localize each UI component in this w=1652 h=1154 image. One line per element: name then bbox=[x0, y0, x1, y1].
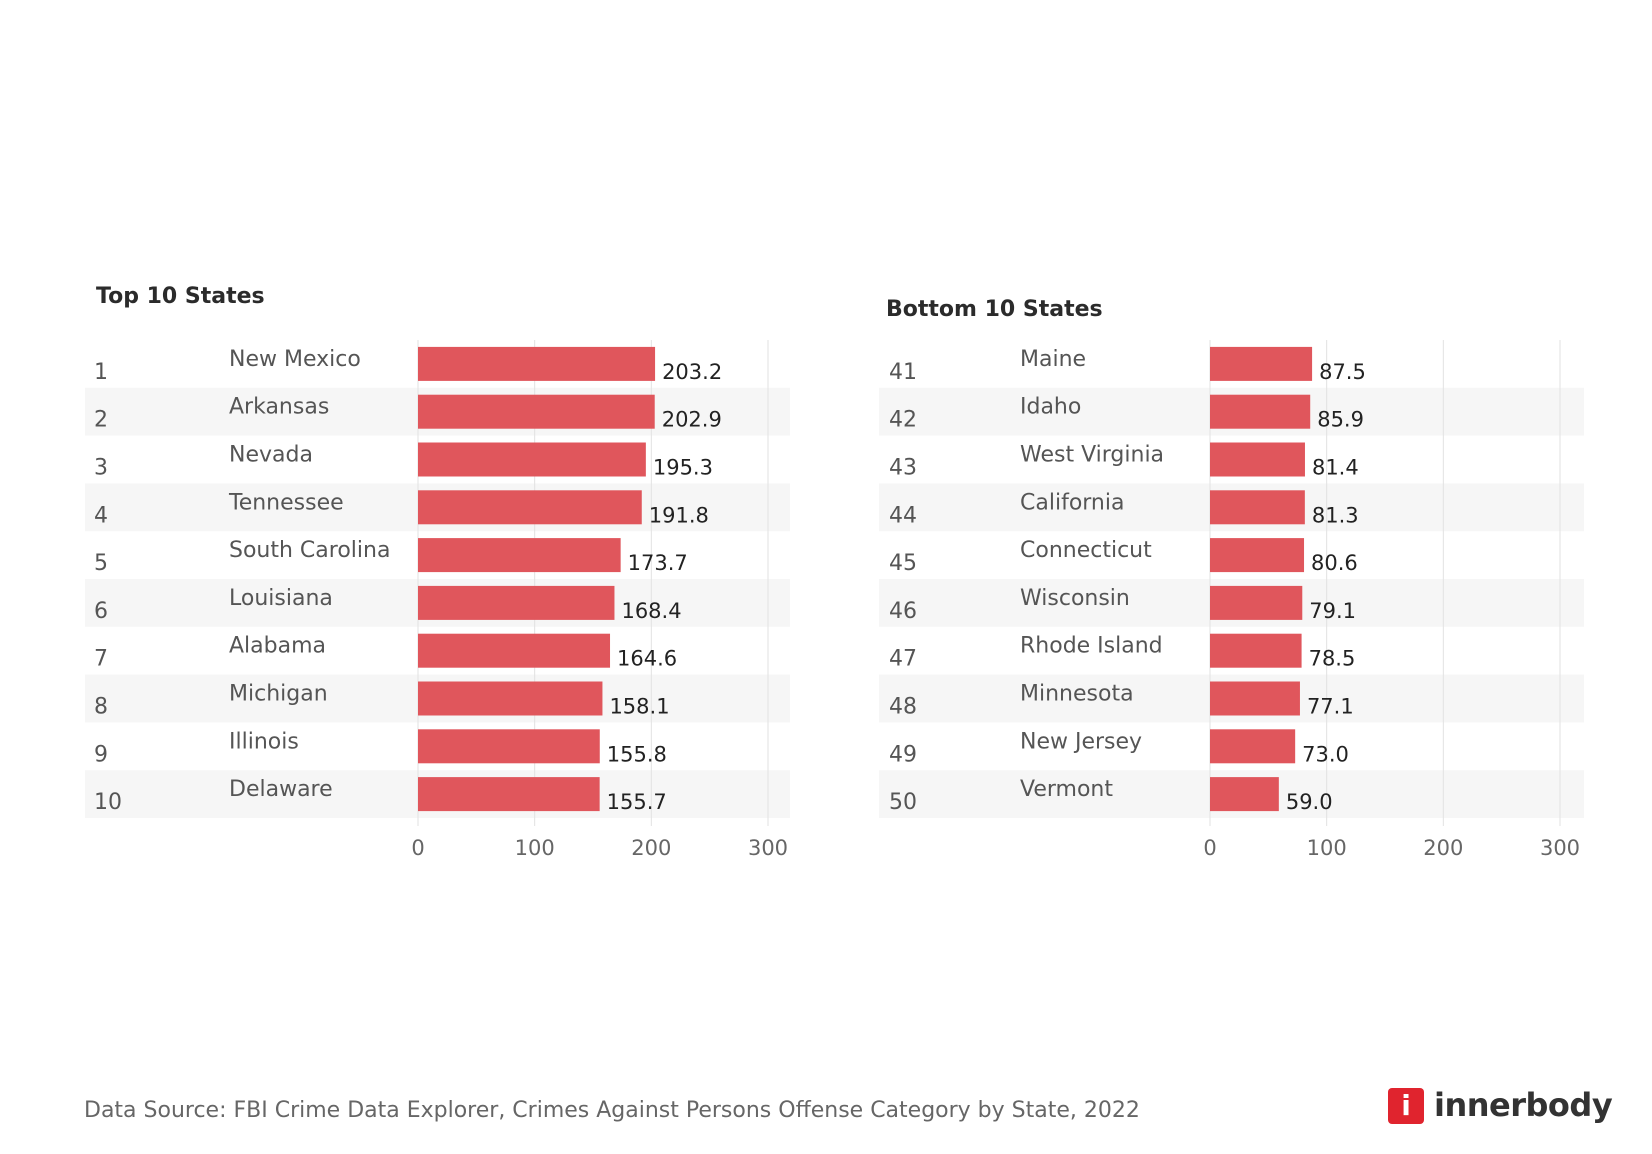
x-tick-label: 200 bbox=[1423, 836, 1463, 860]
bar bbox=[418, 585, 615, 620]
value-label: 195.3 bbox=[653, 456, 713, 480]
chart-title-top: Top 10 States bbox=[96, 284, 265, 309]
rank-label: 47 bbox=[889, 647, 917, 672]
bar bbox=[418, 394, 655, 429]
value-label: 73.0 bbox=[1302, 742, 1349, 766]
x-tick-label: 0 bbox=[411, 836, 424, 860]
bar bbox=[1210, 490, 1305, 525]
value-label: 202.9 bbox=[662, 408, 722, 432]
state-label: West Virginia bbox=[1020, 443, 1164, 468]
state-label: Idaho bbox=[1020, 395, 1081, 420]
value-label: 203.2 bbox=[662, 360, 722, 384]
value-label: 59.0 bbox=[1286, 790, 1333, 814]
rank-label: 7 bbox=[94, 647, 108, 672]
bar bbox=[418, 777, 600, 812]
bar bbox=[1210, 442, 1305, 477]
state-label: South Carolina bbox=[229, 538, 390, 563]
state-label: Michigan bbox=[229, 682, 328, 707]
state-label: Connecticut bbox=[1020, 538, 1152, 563]
bar bbox=[418, 346, 656, 381]
state-label: Minnesota bbox=[1020, 682, 1134, 707]
state-label: Nevada bbox=[229, 443, 313, 468]
bar bbox=[1210, 633, 1302, 668]
state-label: Illinois bbox=[229, 729, 299, 754]
logo-text: innerbody bbox=[1434, 1086, 1613, 1124]
rank-label: 45 bbox=[889, 551, 917, 576]
value-label: 155.8 bbox=[607, 742, 667, 766]
state-label: Alabama bbox=[229, 634, 326, 659]
value-label: 164.6 bbox=[617, 647, 677, 671]
rank-label: 6 bbox=[94, 599, 108, 624]
state-label: Arkansas bbox=[229, 395, 329, 420]
value-label: 81.4 bbox=[1312, 456, 1359, 480]
value-label: 191.8 bbox=[649, 503, 709, 527]
value-label: 80.6 bbox=[1311, 551, 1358, 575]
rank-label: 2 bbox=[94, 408, 108, 433]
rank-label: 43 bbox=[889, 456, 917, 481]
state-label: Tennessee bbox=[228, 490, 344, 515]
value-label: 78.5 bbox=[1309, 647, 1356, 671]
state-label: New Jersey bbox=[1020, 729, 1142, 754]
logo-mark-icon: i bbox=[1388, 1088, 1424, 1124]
x-tick-label: 100 bbox=[1307, 836, 1347, 860]
bar bbox=[1210, 777, 1279, 812]
bar bbox=[418, 681, 603, 716]
state-label: Maine bbox=[1020, 347, 1086, 372]
x-tick-label: 300 bbox=[1540, 836, 1580, 860]
rank-label: 48 bbox=[889, 695, 917, 720]
chart-bottom-10: 0 100 200 300 41 Maine 87.5 42 Idaho 85.9 43 West V… bbox=[889, 340, 1581, 860]
value-label: 77.1 bbox=[1307, 695, 1354, 719]
value-label: 158.1 bbox=[609, 695, 669, 719]
data-source-note: Data Source: FBI Crime Data Explorer, Cr… bbox=[84, 1098, 1140, 1123]
state-label: Rhode Island bbox=[1020, 634, 1163, 659]
state-label: Delaware bbox=[229, 777, 333, 802]
rank-label: 41 bbox=[889, 360, 917, 385]
value-label: 87.5 bbox=[1319, 360, 1366, 384]
x-tick-label: 0 bbox=[1203, 836, 1216, 860]
rank-label: 42 bbox=[889, 408, 917, 433]
state-label: New Mexico bbox=[229, 347, 361, 372]
x-tick-label: 200 bbox=[631, 836, 671, 860]
bar bbox=[1210, 729, 1296, 764]
bar bbox=[1210, 394, 1311, 429]
value-label: 85.9 bbox=[1317, 408, 1364, 432]
bar bbox=[418, 729, 600, 764]
rank-label: 50 bbox=[889, 790, 917, 815]
value-label: 173.7 bbox=[628, 551, 688, 575]
bar bbox=[1210, 585, 1303, 620]
x-tick-label: 300 bbox=[748, 836, 788, 860]
rank-label: 4 bbox=[94, 503, 108, 528]
state-label: Wisconsin bbox=[1020, 586, 1130, 611]
bar bbox=[418, 490, 642, 525]
rank-label: 49 bbox=[889, 742, 917, 767]
x-tick-label: 100 bbox=[515, 836, 555, 860]
bar bbox=[1210, 346, 1313, 381]
bar bbox=[1210, 681, 1300, 716]
chart-top-10: 0 100 200 300 1 New Mexico 203.2 2 Arkansas 202.9… bbox=[85, 340, 790, 860]
bar bbox=[418, 633, 611, 668]
rank-label: 3 bbox=[94, 456, 108, 481]
chart-title-bottom: Bottom 10 States bbox=[886, 297, 1103, 322]
value-label: 79.1 bbox=[1309, 599, 1356, 623]
rank-label: 10 bbox=[94, 790, 122, 815]
bar bbox=[1210, 538, 1305, 573]
state-label: Louisiana bbox=[229, 586, 333, 611]
rank-label: 5 bbox=[94, 551, 108, 576]
rank-label: 8 bbox=[94, 695, 108, 720]
rank-label: 1 bbox=[94, 360, 108, 385]
state-label: California bbox=[1020, 490, 1124, 515]
rank-label: 44 bbox=[889, 503, 917, 528]
rank-label: 46 bbox=[889, 599, 917, 624]
rank-label: 9 bbox=[94, 742, 108, 767]
bar bbox=[418, 538, 621, 573]
bar bbox=[418, 442, 646, 477]
value-label: 81.3 bbox=[1312, 503, 1359, 527]
state-label: Vermont bbox=[1020, 777, 1113, 802]
value-label: 168.4 bbox=[621, 599, 681, 623]
value-label: 155.7 bbox=[607, 790, 667, 814]
